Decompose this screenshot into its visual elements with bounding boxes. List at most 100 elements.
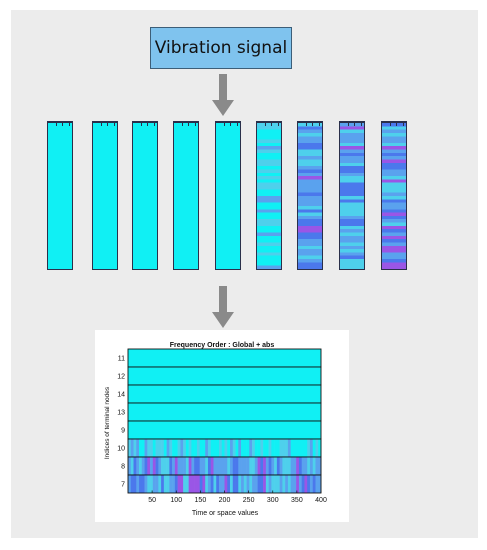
- heatmap-cell: [218, 439, 223, 457]
- heatmap-cell: [232, 457, 236, 475]
- heatmap-cell: [268, 439, 272, 457]
- heatmap-cell: [161, 457, 165, 475]
- heatmap-cell: [257, 439, 261, 457]
- heatmap-cell: [276, 439, 280, 457]
- heatmap-cell: [183, 457, 187, 475]
- heatmap-cell: [210, 439, 214, 457]
- heatmap-cell: [152, 475, 156, 493]
- heatmap-cell: [265, 475, 269, 493]
- heatmap-cell: [172, 439, 176, 457]
- heatmap-cell: [207, 457, 212, 475]
- heatmap-cell: [174, 475, 178, 493]
- heatmap-cell: [274, 475, 278, 493]
- row-label: 7: [121, 482, 125, 489]
- heatmap-cell: [309, 475, 314, 493]
- heatmap-cell: [128, 439, 132, 457]
- heatmap-cell: [136, 457, 140, 475]
- frequency-order-chart: Frequency Order : Global + abs 11 12 14 13 9…: [104, 342, 327, 517]
- strip-tick-mark: [141, 123, 142, 126]
- heatmap-cell: [180, 439, 184, 457]
- strip-tick-mark: [188, 123, 189, 126]
- decomposition-strip: [339, 121, 365, 270]
- heatmap-cell: [315, 475, 319, 493]
- heatmap-cell: [196, 475, 200, 493]
- heatmap-cell: [185, 439, 189, 457]
- strip-tick-mark: [56, 123, 57, 126]
- arrow-down-icon: [212, 74, 234, 116]
- heatmap-cell: [172, 475, 176, 493]
- chart-title: Frequency Order : Global + abs: [170, 342, 275, 349]
- strip-tick-mark: [312, 123, 313, 126]
- heatmap-cell: [188, 475, 192, 493]
- heatmap-cell: [144, 475, 148, 493]
- row-label: 11: [118, 356, 125, 363]
- strip-tick-mark: [306, 123, 307, 126]
- heatmap-cell: [141, 439, 145, 457]
- heatmap-cell: [169, 439, 173, 457]
- heatmap-cell: [263, 475, 267, 493]
- decomposition-strip: [381, 121, 407, 270]
- heatmap-cell: [155, 475, 159, 493]
- heatmap-cell: [221, 475, 225, 493]
- strip-tick-mark: [101, 123, 102, 126]
- strip-tick-mark: [271, 123, 272, 126]
- heatmap-cell: [177, 475, 181, 493]
- heatmap-cell: [147, 457, 151, 475]
- strip-tick-mark: [147, 123, 148, 126]
- heatmap-row: 10: [117, 438, 322, 458]
- row-label: 12: [117, 374, 125, 381]
- heatmap-cell: [147, 439, 151, 457]
- heatmap-cell: [155, 457, 159, 475]
- heatmap-cell: [202, 439, 206, 457]
- heatmap-cell: [263, 439, 267, 457]
- strip-tick-mark: [278, 123, 279, 126]
- heatmap-cell: [136, 439, 140, 457]
- heatmap-cell: [158, 457, 162, 475]
- heatmap-cell: [246, 439, 250, 457]
- strip-tick-mark: [62, 123, 63, 126]
- heatmap-row: 8: [121, 456, 322, 476]
- heatmap-cell: [163, 439, 167, 457]
- heatmap-cell: [279, 457, 283, 475]
- x-tick-label: 100: [170, 497, 182, 504]
- heatmap-cell: [180, 475, 184, 493]
- heatmap-cell: [224, 439, 228, 457]
- heatmap-cell: [152, 457, 156, 475]
- heatmap-cell: [221, 439, 225, 457]
- heatmap-cell: [230, 475, 234, 493]
- strip-tick-mark: [354, 123, 355, 126]
- heatmap-cell: [128, 403, 321, 421]
- heatmap-cell: [183, 475, 187, 493]
- strip-tick-mark: [182, 123, 183, 126]
- heatmap-cell: [232, 439, 236, 457]
- heatmap-row: 7: [121, 474, 322, 494]
- heatmap-cell: [150, 475, 154, 493]
- heatmap-cell: [290, 475, 294, 493]
- strip-tick-mark: [224, 123, 225, 126]
- heatmap-cell: [144, 457, 148, 475]
- heatmap-cell: [150, 439, 154, 457]
- row-label: 14: [117, 392, 125, 399]
- heatmap-cell: [241, 475, 245, 493]
- heatmap-cell: [128, 385, 321, 403]
- heatmap-cell: [224, 475, 228, 493]
- heatmap-row: 11: [118, 348, 322, 368]
- row-label: 13: [117, 410, 125, 417]
- heatmap-cell: [238, 457, 242, 475]
- heatmap-cell: [158, 439, 162, 457]
- heatmap-cell: [210, 475, 214, 493]
- strip-tick-mark: [348, 123, 349, 126]
- heatmap-cell: [293, 475, 297, 493]
- heatmap-cell: [298, 457, 302, 475]
- heatmap-cell: [249, 439, 253, 457]
- strip-tick-mark: [230, 123, 231, 126]
- arrow-down-icon: [212, 286, 234, 328]
- heatmap-cell: [180, 457, 184, 475]
- heatmap-cell: [287, 475, 291, 493]
- heatmap-cell: [304, 439, 308, 457]
- heatmap-cell: [296, 439, 300, 457]
- heatmap-cell: [152, 439, 156, 457]
- heatmap-cell: [312, 457, 316, 475]
- heatmap-cell: [254, 457, 258, 475]
- heatmap-cell: [158, 475, 162, 493]
